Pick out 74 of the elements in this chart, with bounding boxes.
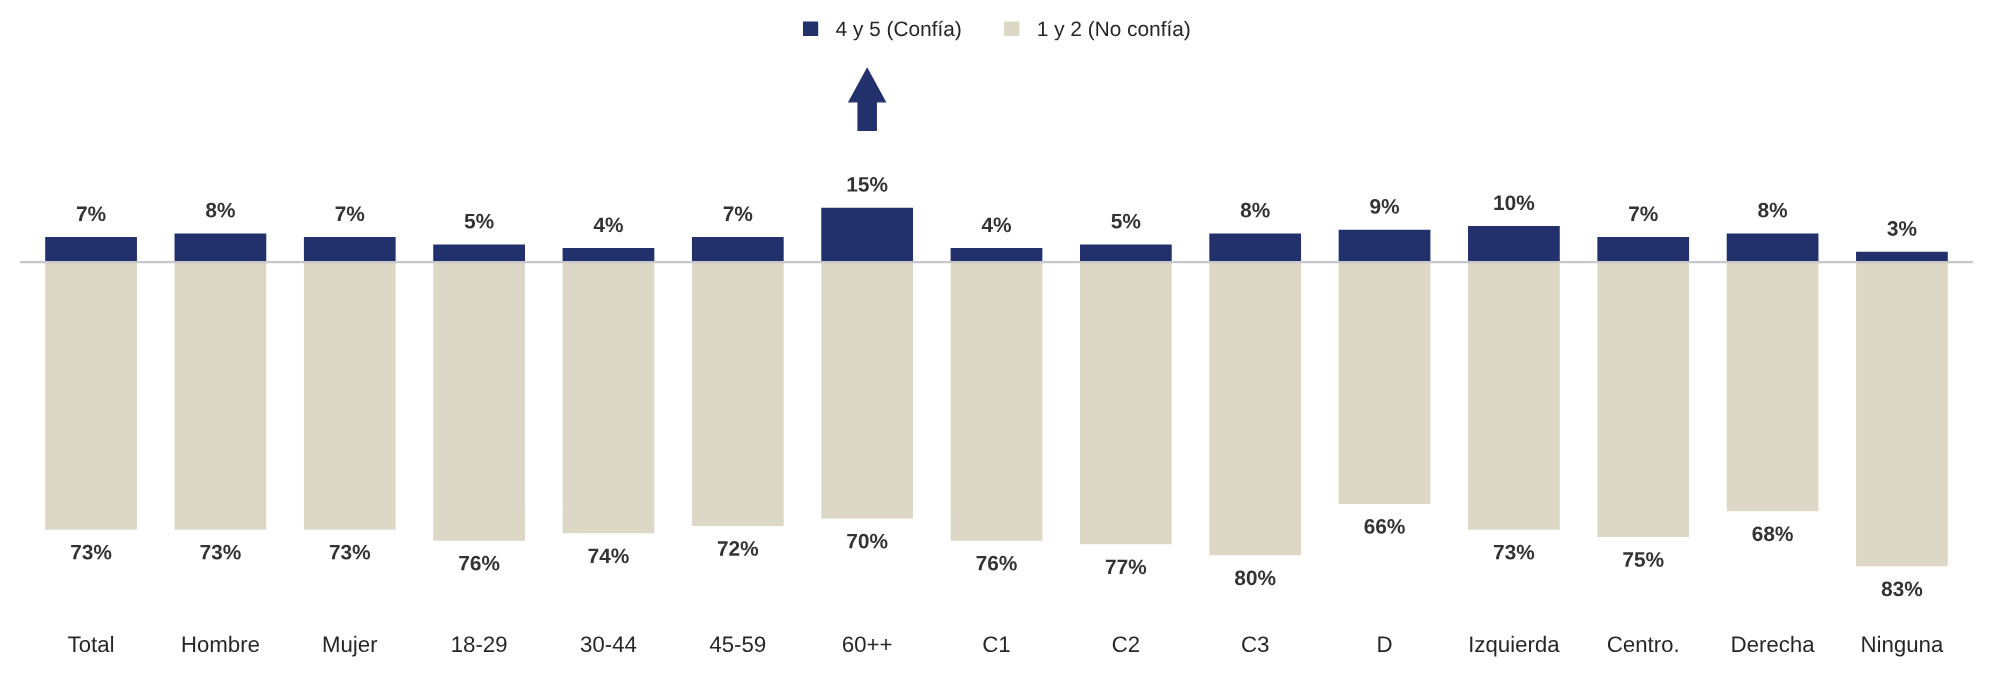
annotation: 68% bbox=[1752, 526, 1793, 542]
data-label: 3% bbox=[1887, 221, 1917, 236]
bar bbox=[1207, 232, 1303, 263]
x-tick-label: Derecha bbox=[1732, 635, 1815, 653]
bar bbox=[302, 261, 398, 532]
annotation: 66% bbox=[1364, 519, 1405, 534]
annotation: 73% bbox=[71, 544, 112, 560]
x-tick-label: 45-59 bbox=[709, 636, 766, 653]
annotation: 73% bbox=[329, 544, 371, 560]
annotation: 75% bbox=[1623, 552, 1664, 567]
annotation: 76% bbox=[459, 555, 500, 571]
annotation: 74% bbox=[588, 548, 629, 564]
bar bbox=[1337, 228, 1432, 263]
x-tick-label: 60++ bbox=[842, 636, 892, 653]
bar bbox=[1595, 235, 1691, 263]
bar bbox=[561, 261, 656, 535]
x-tick-label: Centro. bbox=[1607, 636, 1678, 653]
annotation: 73% bbox=[1493, 544, 1535, 560]
annotation: 70% bbox=[847, 533, 888, 549]
data-label: 4% bbox=[981, 217, 1012, 233]
bar bbox=[949, 261, 1044, 543]
x-tick-label: Hombre bbox=[182, 635, 259, 653]
data-label: 10% bbox=[1494, 195, 1535, 211]
data-label: 4% bbox=[593, 217, 623, 233]
data-label: 7% bbox=[76, 206, 106, 222]
bar bbox=[43, 261, 139, 532]
bar bbox=[431, 243, 527, 263]
data-label: 5% bbox=[1111, 213, 1141, 229]
bar bbox=[431, 261, 527, 543]
annotation: 73% bbox=[200, 544, 241, 560]
bar bbox=[1466, 261, 1562, 532]
x-tick-label: C2 bbox=[1112, 636, 1139, 653]
annotation: 80% bbox=[1235, 570, 1276, 586]
x-tick-label: D bbox=[1378, 636, 1392, 652]
x-tick-label: C3 bbox=[1242, 636, 1269, 653]
bar bbox=[819, 206, 915, 263]
bar bbox=[1466, 224, 1562, 263]
bar bbox=[173, 232, 268, 263]
bar bbox=[1854, 261, 1950, 568]
bar bbox=[302, 235, 398, 263]
data-label: 8% bbox=[1240, 202, 1270, 218]
x-tick-label: Izquierda bbox=[1470, 635, 1560, 657]
annotation: 77% bbox=[1105, 559, 1147, 575]
bar bbox=[819, 261, 915, 520]
bar bbox=[690, 261, 786, 528]
x-tick-label: 30-44 bbox=[580, 636, 637, 653]
data-label: 8% bbox=[1758, 202, 1788, 218]
data-label: 7% bbox=[335, 206, 365, 222]
bar bbox=[1207, 261, 1303, 557]
annotation: 76% bbox=[976, 555, 1017, 571]
x-tick-label: Mujer bbox=[323, 635, 378, 657]
x-tick-label: Total bbox=[68, 635, 114, 653]
legend-label: 1 y 2 (No confía) bbox=[1038, 20, 1190, 41]
bar bbox=[1337, 261, 1432, 506]
data-label: 5% bbox=[464, 213, 494, 229]
data-label: 8% bbox=[206, 202, 235, 218]
bar bbox=[1078, 261, 1174, 546]
bar bbox=[1595, 261, 1691, 539]
annotation: 83% bbox=[1881, 581, 1923, 597]
bar bbox=[1078, 243, 1174, 263]
data-label: 9% bbox=[1370, 199, 1400, 214]
annotation: 72% bbox=[717, 541, 759, 556]
x-tick-label: Ninguna bbox=[1862, 635, 1944, 657]
bar bbox=[690, 235, 786, 263]
legend-label: 4 y 5 (Confía) bbox=[836, 20, 961, 41]
bar bbox=[173, 261, 268, 532]
x-tick-label: 18-29 bbox=[452, 636, 507, 653]
x-tick-label: C1 bbox=[983, 636, 1010, 653]
bar bbox=[1725, 261, 1820, 513]
data-label: 7% bbox=[723, 206, 753, 222]
bar bbox=[1725, 232, 1820, 263]
data-label: 7% bbox=[1629, 206, 1658, 222]
data-label: 15% bbox=[847, 177, 888, 192]
bar bbox=[43, 235, 139, 263]
